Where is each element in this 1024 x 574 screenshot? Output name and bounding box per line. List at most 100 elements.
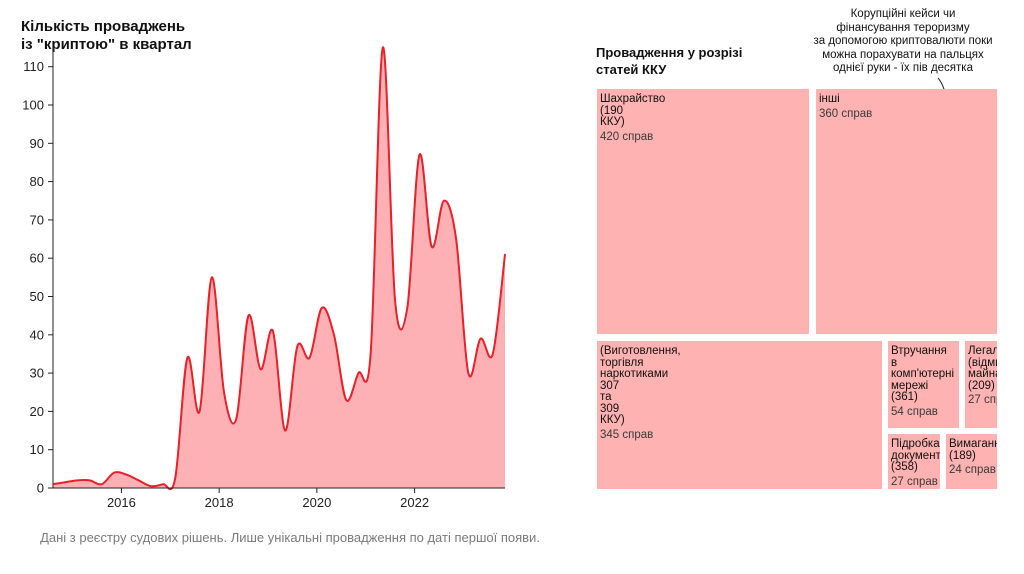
data-point [382,46,384,49]
annotation-text: Корупційні кейси чи фінансування терориз… [793,8,1013,76]
right-title-line-2: статей ККУ [596,62,667,77]
annotation-line: за допомогою криптовалюти поки [813,35,993,47]
data-point [247,314,250,317]
annotation-line: однієї руки - їх пів десятка [833,62,973,74]
data-point [308,356,311,359]
treemap-cell-label: (189) [949,449,976,462]
data-point [430,245,433,248]
treemap-cell-count: 27 справ [891,475,938,488]
treemap-cell-count: 24 справ [949,464,996,476]
data-point [88,479,91,482]
treemap-cell-label: Шахрайство [600,93,666,105]
y-tick-label: 100 [22,98,44,113]
data-point [223,391,225,394]
area-fill [53,47,505,490]
treemap-cell-label: (358) [891,461,918,473]
annotation-line: Корупційні кейси чи [850,8,956,20]
y-tick-label: 30 [30,366,44,381]
data-point [52,483,54,485]
data-point [149,485,152,487]
treemap-cell-count: 27 справ [968,394,997,406]
treemap-cell-label: ККУ) [600,116,625,128]
left-title-line-2: із "криптою" в квартал [21,36,192,53]
data-point [418,153,421,156]
left-chart-title: Кількість проваджень із "криптою" в квар… [21,18,192,54]
treemap-cell-label: 307 [600,379,620,392]
treemap-cell: Шахрайство (190 ККУ) 420 справ [597,89,809,334]
treemap-cell: Підробкадокументів(358) 27 справ [888,434,940,489]
data-point [455,238,457,240]
data-point [284,429,286,432]
x-tick-label: 2022 [400,495,429,510]
data-point [113,471,115,474]
treemap-cell-label: (190 [600,104,624,117]
x-tick-label: 2020 [302,495,331,510]
data-point [198,410,201,413]
treemap-cell-label: Підробка [891,438,940,450]
treemap-cell-count: 360 справ [819,107,873,120]
treemap-cell-label: майна [968,368,997,380]
data-point [211,276,213,279]
data-point [272,330,274,332]
data-point [162,483,164,485]
data-point [369,353,372,355]
series-line [52,46,506,491]
treemap-cell-label: та [600,391,612,403]
data-point [357,372,360,374]
data-point [137,479,140,482]
treemap-cell: Легалізація(відмивання)майна(209) 27 спра… [965,341,997,428]
data-point [125,473,128,476]
treemap-cell-label: (відмивання) [968,356,997,369]
data-point [345,399,347,401]
data-point [101,483,103,485]
data-point [235,418,238,420]
annotation-line: можна порахувати на пальцях [822,48,984,61]
treemap-cell-label: 309 [600,402,620,415]
data-point [443,199,445,202]
data-point [406,307,409,309]
y-tick-label: 60 [30,251,44,266]
data-point [64,481,67,484]
treemap-cell-label: торгівля [600,356,644,369]
treemap-cell-label: в [891,356,898,369]
data-point [296,345,299,348]
data-point [76,479,79,482]
treemap-cell-label: (361) [891,391,918,403]
right-title-line-1: Провадження у розрізі [596,45,743,60]
treemap-cell-label: комп'ютерні [891,368,955,380]
treemap-cell-count: 345 справ [600,428,654,441]
treemap-cell-label: Вимагання [949,438,997,450]
annotation-line: фінансування тероризму [836,21,970,34]
treemap-cell-label: документів [891,449,940,462]
data-point [333,334,335,336]
treemap-cell-label: (Виготовлення, [600,345,681,357]
y-tick-label: 90 [30,136,44,151]
treemap-cell-label: (209) [968,379,995,392]
data-point [320,307,323,309]
data-point [491,353,494,355]
caption: Дані з реєстру судових рішень. Лише унік… [40,530,540,545]
treemap-cell: (Виготовлення, торгівля наркотиками 307 та 30… [597,341,882,489]
treemap-cell-label: Легалізація [968,345,997,357]
x-tick-label: 2016 [107,495,136,510]
data-point [186,356,189,359]
treemap-cell: інші 360 справ [816,89,997,334]
y-tick-label: 20 [30,404,44,419]
y-tick-label: 70 [30,212,44,227]
x-tick-label: 2018 [205,495,234,510]
data-point [504,253,506,256]
treemap-cell-label: наркотиками [600,368,669,380]
treemap-cell-label: Втручання [891,345,947,357]
y-tick-label: 110 [23,59,44,74]
data-point [467,372,470,374]
data-point [479,337,482,340]
y-tick-label: 10 [30,442,44,457]
y-tick-label: 0 [37,481,44,496]
left-title-line-1: Кількість проваджень [21,18,186,35]
y-tick-label: 50 [30,289,44,304]
treemap-cell-count: 420 справ [600,130,654,143]
y-tick-label: 80 [30,174,44,189]
data-point [259,368,262,371]
y-tick-label: 40 [30,327,44,342]
